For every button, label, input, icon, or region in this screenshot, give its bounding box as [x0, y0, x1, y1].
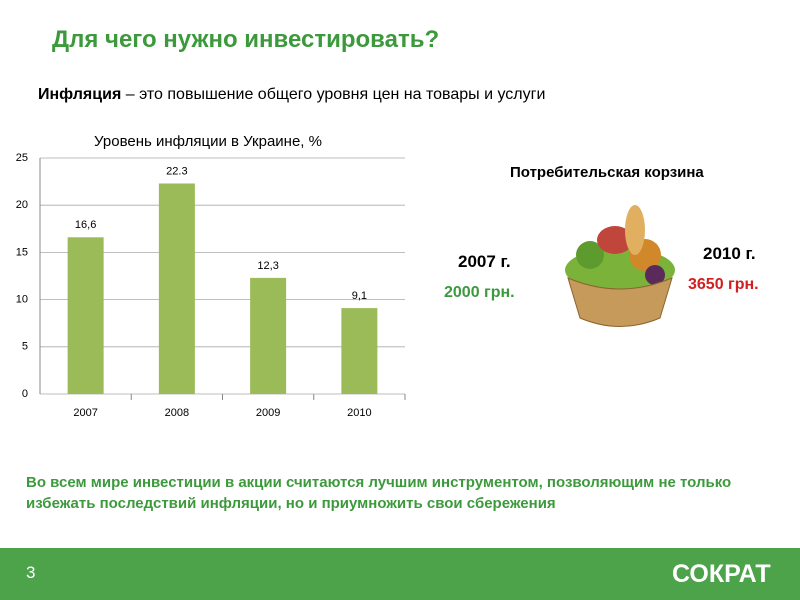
y-tick-label: 0 [22, 388, 28, 400]
left-year: 2007 г. [458, 252, 511, 271]
page-number: 3 [26, 563, 36, 582]
value-label: 9,1 [352, 290, 367, 302]
x-tick-label: 2007 [73, 407, 97, 419]
value-label: 22.3 [166, 165, 187, 177]
value-label: 12,3 [257, 260, 278, 272]
chart-title: Уровень инфляции в Украине, % [94, 133, 322, 150]
x-tick-label: 2010 [347, 407, 371, 419]
basket-title: Потребительская корзина [510, 164, 704, 181]
definition-term: Инфляция [38, 86, 122, 103]
logo: СОКРАТ [672, 560, 771, 588]
slide-title: Для чего нужно инвестировать? [52, 26, 440, 53]
bar [250, 277, 287, 394]
basket-image [565, 205, 675, 327]
bar [67, 237, 104, 394]
chart: Уровень инфляции в Украине, % 0 5 10 15 20 25… [16, 133, 406, 419]
bar [158, 183, 195, 394]
x-tick-label: 2009 [256, 407, 280, 419]
y-tick-label: 20 [16, 199, 28, 211]
definition: Инфляция – это повышение общего уровня ц… [38, 86, 545, 104]
conclusion: Во всем мире инвестиции в акции считаютс… [26, 474, 732, 512]
y-tick-label: 15 [16, 246, 28, 258]
y-tick-label: 5 [22, 341, 28, 353]
y-tick-label: 25 [16, 152, 28, 164]
bar [341, 308, 378, 394]
right-price: 3650 грн. [688, 276, 759, 293]
value-label: 16,6 [75, 219, 96, 231]
definition-text: – это повышение общего уровня цен на тов… [121, 86, 546, 103]
footer: 3 СОКРАТ [0, 548, 800, 600]
left-price: 2000 грн. [444, 284, 515, 301]
y-tick-label: 10 [16, 294, 28, 306]
right-year: 2010 г. [703, 244, 756, 263]
x-tick-label: 2008 [165, 407, 189, 419]
